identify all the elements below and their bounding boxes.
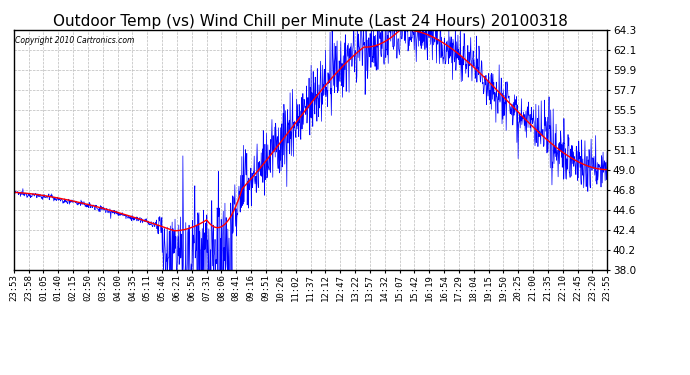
Text: Copyright 2010 Cartronics.com: Copyright 2010 Cartronics.com bbox=[15, 36, 135, 45]
Title: Outdoor Temp (vs) Wind Chill per Minute (Last 24 Hours) 20100318: Outdoor Temp (vs) Wind Chill per Minute … bbox=[53, 14, 568, 29]
